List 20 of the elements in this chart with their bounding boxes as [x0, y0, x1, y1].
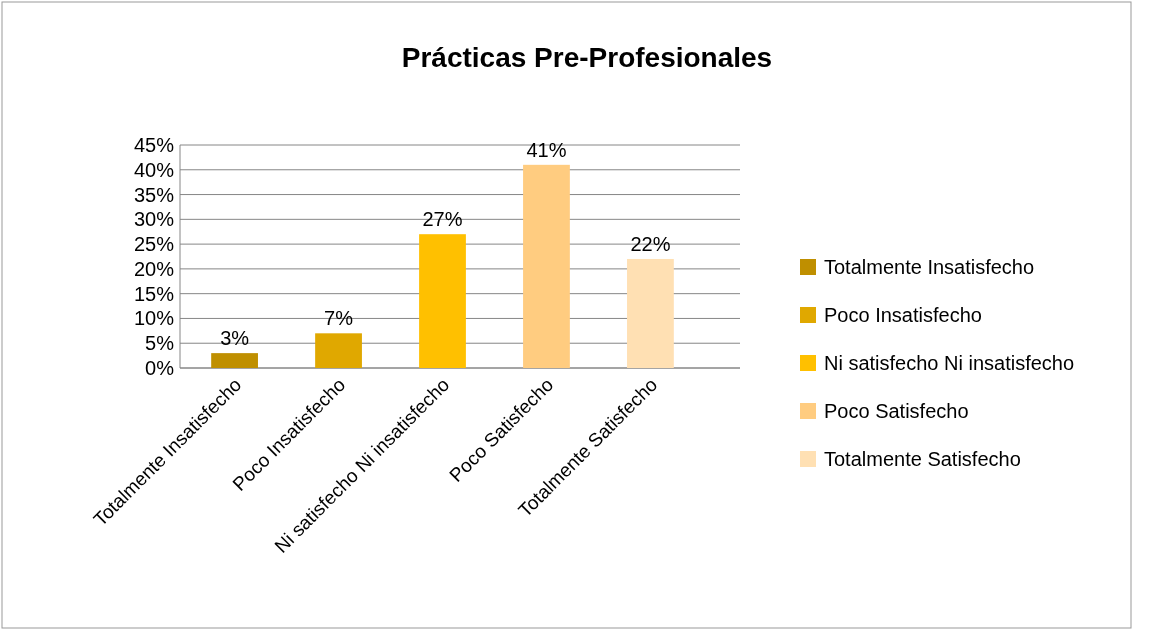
legend-label: Ni satisfecho Ni insatisfecho — [824, 352, 1075, 374]
y-tick-label: 25% — [133, 233, 175, 256]
data-label: 27% — [422, 208, 463, 231]
legend-label: Poco Insatisfecho — [824, 304, 982, 326]
y-tick-label: 0% — [145, 357, 175, 379]
y-tick-label: 10% — [133, 307, 175, 330]
y-tick-label: 30% — [133, 208, 175, 231]
y-tick-label: 15% — [133, 282, 175, 305]
legend-label: Totalmente Insatisfecho — [824, 256, 1035, 278]
data-label: 41% — [526, 138, 567, 161]
data-label: 3% — [220, 327, 250, 350]
data-label: 22% — [630, 232, 671, 255]
y-tick-label: 20% — [133, 257, 175, 280]
y-tick-label: 35% — [133, 183, 175, 206]
y-tick-label: 40% — [133, 158, 175, 181]
chart-title: Prácticas Pre-Profesionales — [401, 42, 773, 73]
data-label: 7% — [324, 307, 354, 330]
legend-label: Poco Satisfecho — [824, 400, 969, 422]
y-tick-label: 45% — [133, 134, 175, 156]
y-tick-label: 5% — [145, 332, 175, 355]
